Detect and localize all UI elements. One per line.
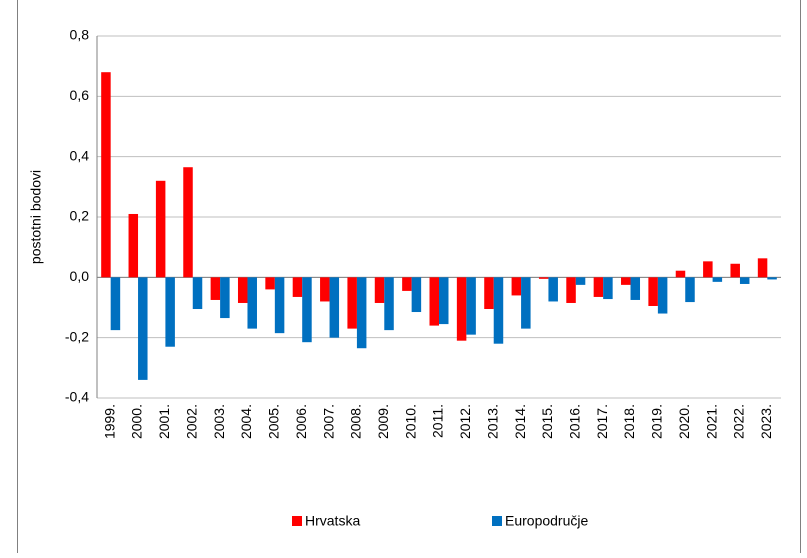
- bar: [138, 277, 148, 380]
- bar: [320, 277, 330, 302]
- legend-label: Hrvatska: [305, 513, 360, 529]
- x-tick-label: 2020.: [676, 404, 692, 439]
- legend-swatch: [292, 516, 302, 526]
- bar: [593, 277, 604, 297]
- y-tick-label: 0,0: [70, 268, 90, 284]
- bar: [292, 277, 303, 297]
- x-tick-label: 2008.: [348, 404, 364, 439]
- x-tick-label: 2013.: [484, 404, 500, 439]
- x-tick-label: 2022.: [731, 404, 747, 439]
- y-tick-label: -0,2: [65, 328, 89, 344]
- x-tick-label: 2019.: [649, 404, 665, 439]
- bar: [274, 277, 285, 334]
- bar: [183, 167, 193, 278]
- bar: [566, 277, 576, 303]
- bar: [521, 277, 531, 329]
- x-tick-label: 2004.: [238, 404, 254, 439]
- x-tick-label: 2000.: [129, 404, 145, 439]
- bar: [657, 277, 668, 314]
- bar: [675, 270, 686, 278]
- x-tick-label: 2001.: [156, 404, 172, 439]
- bar: [703, 261, 713, 278]
- bar: [603, 277, 613, 300]
- bar: [329, 277, 340, 338]
- x-tick-label: 2015.: [539, 404, 555, 439]
- x-tick-label: 2002.: [183, 404, 199, 439]
- bar: [165, 277, 175, 347]
- bar: [685, 277, 695, 303]
- bar: [356, 277, 367, 349]
- legend-label: Europodručje: [505, 513, 588, 529]
- bar: [265, 277, 275, 290]
- bar: [128, 213, 139, 278]
- frame: [17, 0, 801, 558]
- bar: [101, 72, 111, 278]
- x-tick-label: 2006.: [293, 404, 309, 439]
- bar: [548, 277, 558, 302]
- x-tick-label: 2010.: [402, 404, 418, 439]
- bar: [192, 277, 203, 310]
- bar: [712, 277, 723, 282]
- y-tick-label: 0,8: [70, 27, 90, 43]
- bar: [384, 277, 394, 331]
- x-tick-label: 1999.: [101, 404, 117, 439]
- bar: [247, 277, 257, 329]
- bar: [456, 277, 467, 341]
- legend-swatch: [492, 516, 502, 526]
- bar: [466, 277, 476, 335]
- bar: [484, 277, 494, 310]
- bar: [767, 277, 777, 280]
- bar: [237, 277, 248, 303]
- x-tick-label: 2018.: [621, 404, 637, 439]
- y-tick-label: 0,6: [70, 87, 90, 103]
- bar: [374, 277, 385, 303]
- x-tick-label: 2021.: [703, 404, 719, 439]
- x-tick-label: 2012.: [457, 404, 473, 439]
- bar: [739, 277, 750, 284]
- bar: [757, 258, 768, 278]
- bar: [210, 277, 221, 300]
- bar: [493, 277, 504, 344]
- bar: [347, 277, 357, 329]
- x-tick-label: 2007.: [320, 404, 336, 439]
- bar: [538, 277, 549, 279]
- bar: [575, 277, 586, 285]
- y-tick-label: -0,4: [65, 389, 89, 405]
- x-tick-label: 2014.: [512, 404, 528, 439]
- bar: [621, 277, 631, 285]
- bar: [730, 263, 740, 278]
- bar: [411, 277, 422, 313]
- bar: [630, 277, 641, 300]
- x-tick-label: 2011.: [430, 404, 446, 438]
- x-tick-label: 2016.: [567, 404, 583, 439]
- bar: [402, 277, 412, 291]
- x-tick-label: 2003.: [211, 404, 227, 439]
- x-tick-label: 2023.: [758, 404, 774, 439]
- bar: [155, 180, 166, 278]
- x-tick-label: 2017.: [594, 404, 610, 439]
- x-tick-label: 2005.: [266, 404, 282, 439]
- bar: [648, 277, 658, 306]
- bar: [439, 277, 449, 325]
- y-tick-label: 0,4: [70, 147, 90, 163]
- y-tick-label: 0,2: [70, 208, 90, 224]
- y-axis-label: postotni bodovi: [28, 170, 44, 264]
- bar: [110, 277, 121, 331]
- x-tick-label: 2009.: [375, 404, 391, 439]
- bar: [302, 277, 312, 343]
- bar: [220, 277, 230, 319]
- bar: [429, 277, 439, 326]
- bar: [511, 277, 522, 296]
